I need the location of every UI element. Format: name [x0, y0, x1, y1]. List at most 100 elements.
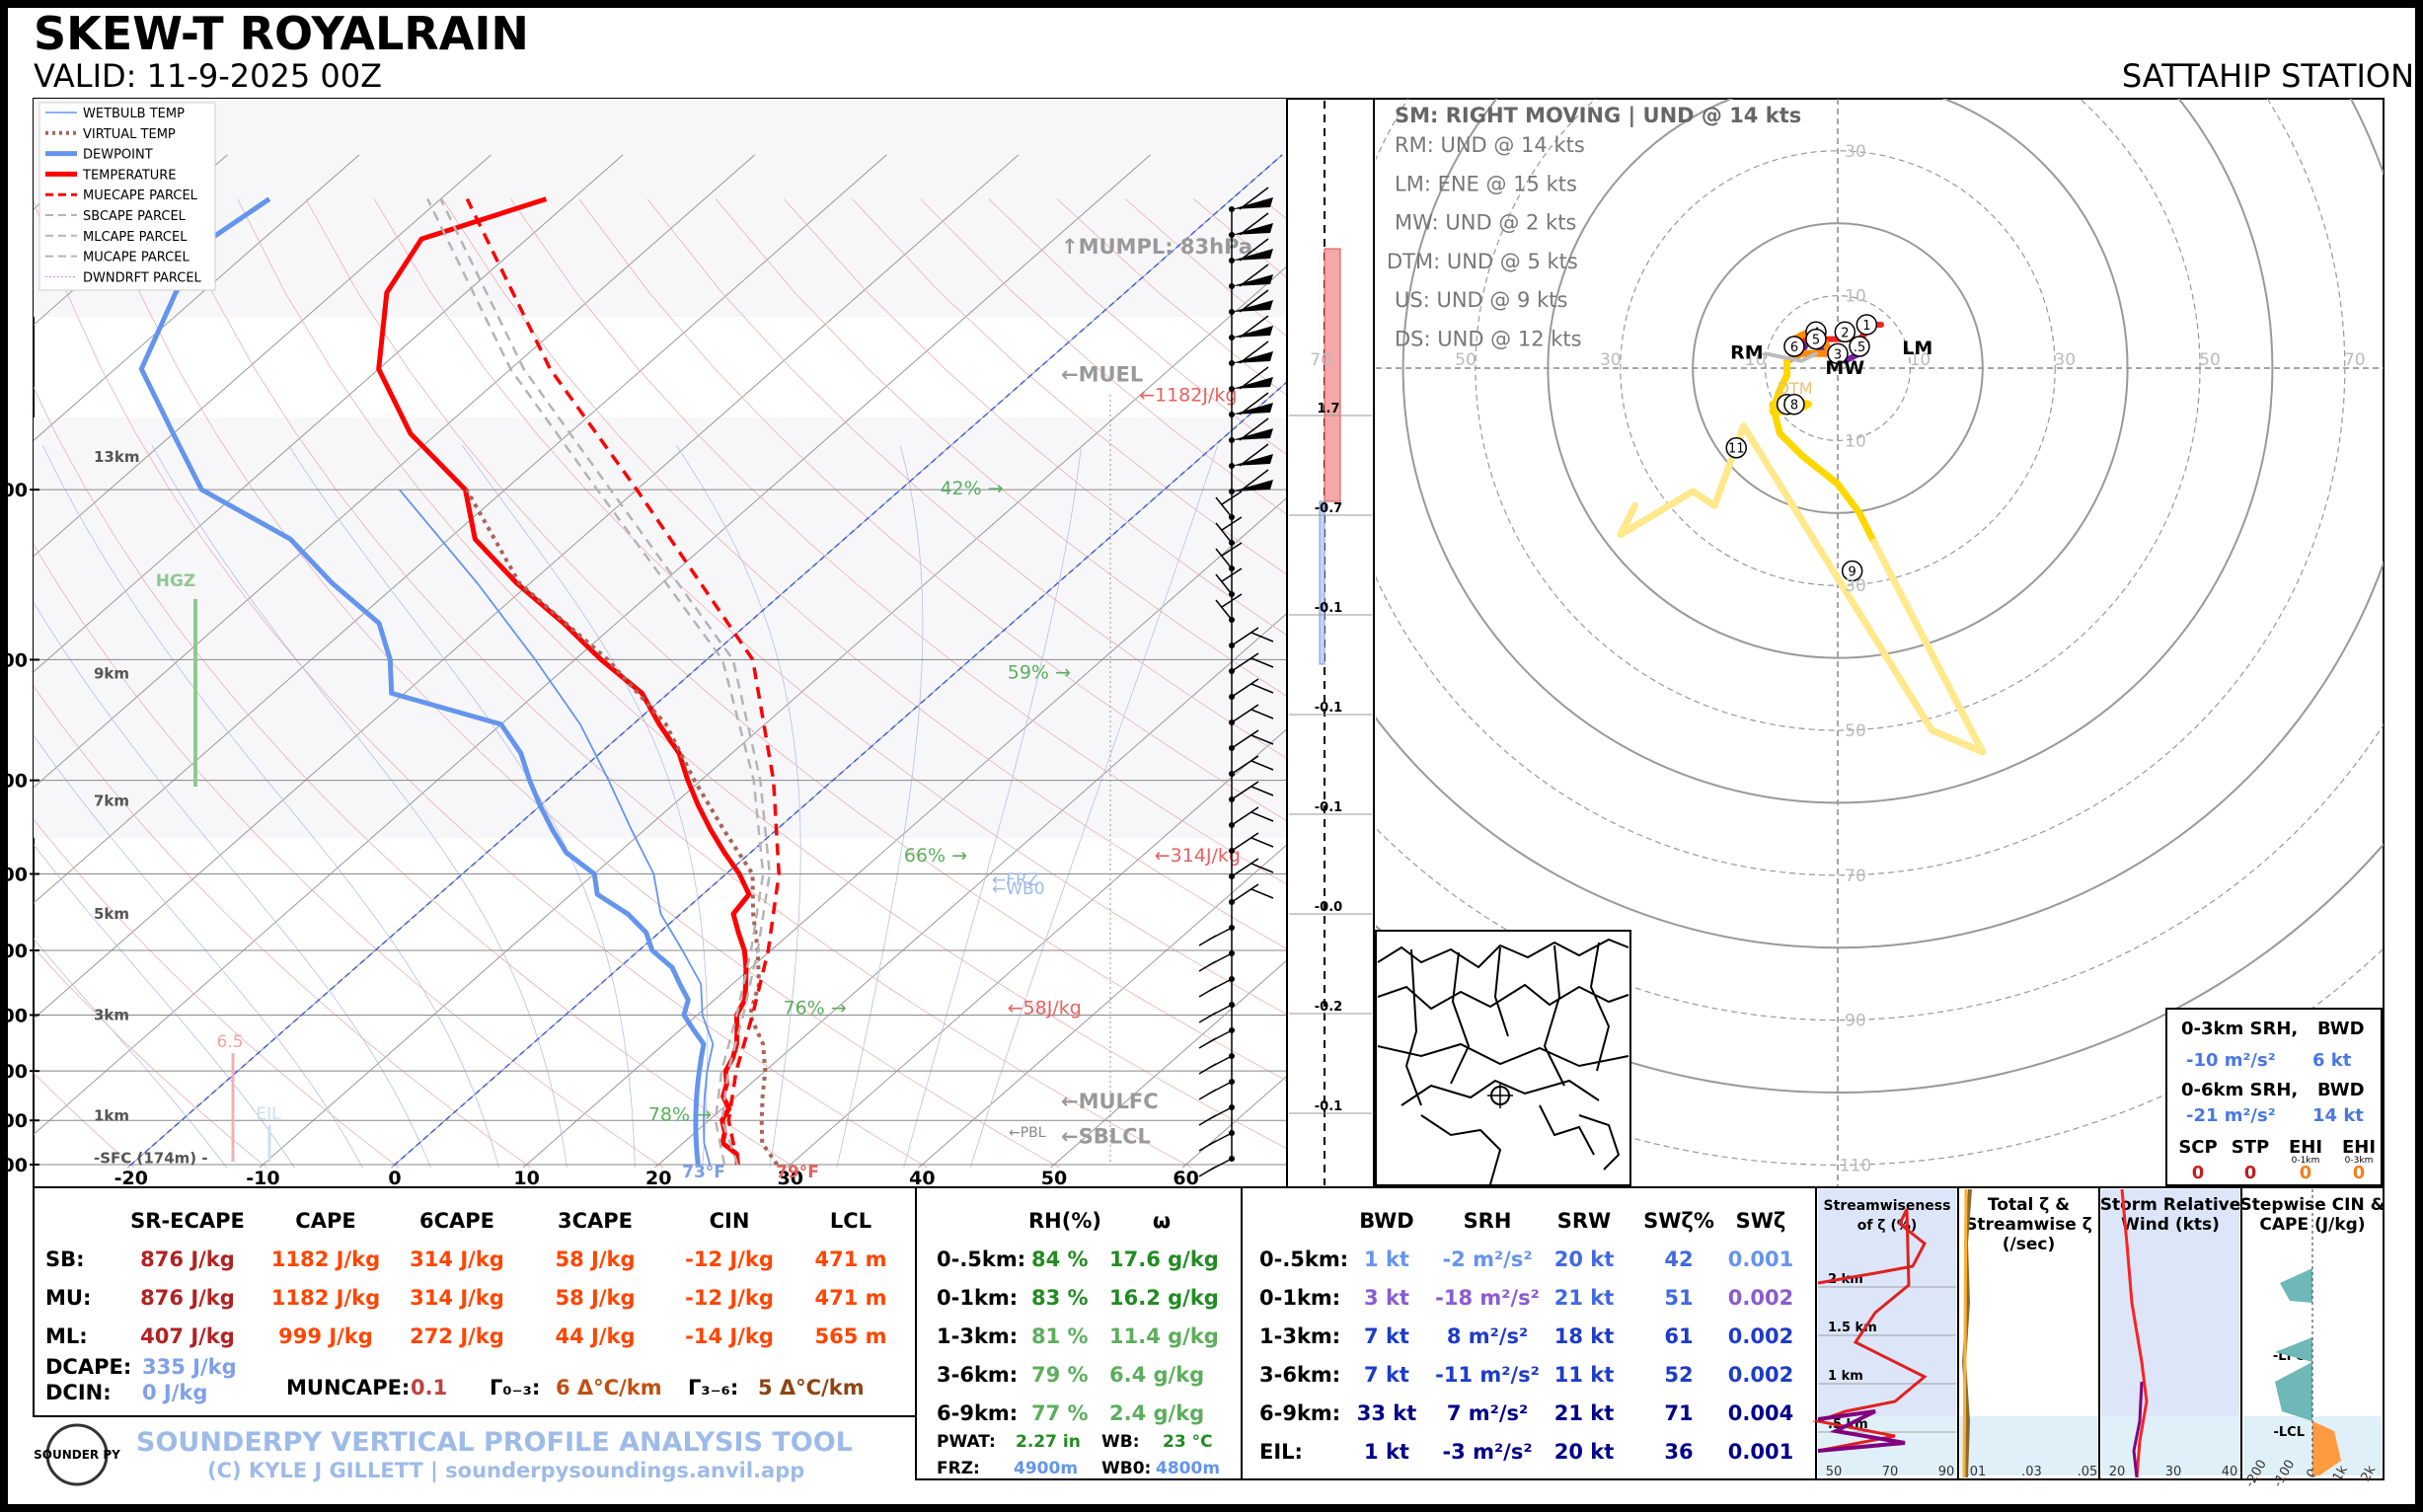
kin-value: 52 [1664, 1363, 1693, 1387]
wb0-level-value: 4800m [1156, 1459, 1220, 1478]
dry-adiabat [373, 198, 1287, 1016]
height-label: 7km [94, 792, 129, 809]
mini-tick: .05 [2078, 1465, 2098, 1479]
mini-panel-title: Wind (kts) [2121, 1215, 2220, 1235]
dry-adiabat [34, 386, 796, 1168]
footer-credit: (C) KYLE J GILLETT | sounderpysoundings.… [207, 1459, 804, 1483]
kin-value: 20 kt [1554, 1440, 1615, 1464]
storm-motion-line: MW: UND @ 2 kts [1395, 211, 1576, 235]
temperature-tick: -10 [246, 1168, 279, 1189]
temperature-tick: 60 [1173, 1168, 1198, 1189]
param-value: 272 J/kg [410, 1324, 504, 1348]
hodo-ring [1764, 295, 1911, 442]
dcape-label: DCAPE: [45, 1355, 131, 1379]
moist-adiabat [462, 445, 709, 1168]
param-header: LCL [830, 1209, 871, 1233]
index-value: 0 [2353, 1163, 2366, 1183]
rm-marker: RM [1730, 341, 1764, 363]
lcl-level: -LCL [2273, 1425, 2305, 1440]
dry-adiabat [34, 685, 532, 1168]
kin-value: 0.001 [1728, 1247, 1793, 1271]
kin-value: 61 [1664, 1324, 1693, 1348]
param-value: -12 J/kg [685, 1247, 774, 1271]
omega-value: -0.1 [1315, 701, 1342, 716]
dry-adiabat [510, 198, 1287, 885]
kin-header: SRH [1464, 1209, 1512, 1233]
kin-header: BWD [1359, 1209, 1413, 1233]
eil-label: EIL [256, 1104, 281, 1124]
rh-value: 84 % [1031, 1247, 1089, 1271]
thermo-params-table: SR-ECAPE CAPE 6CAPE 3CAPE CIN LCL SB: 876 J/kg 1… [33, 1186, 917, 1417]
mini-height-label: 1.5 km [1828, 1321, 1877, 1335]
rh-header: RH(%) [1028, 1209, 1101, 1233]
kin-value: 21 kt [1554, 1401, 1615, 1425]
srh-summary-box: 0-3km SRH, BWD -10 m²/s² 6 kt 0-6km SRH,… [2165, 1008, 2383, 1186]
rh-label: 42% → [940, 478, 1003, 499]
kin-header: SRW [1557, 1209, 1611, 1233]
param-header: 3CAPE [558, 1209, 633, 1233]
wb-label: WB: [1101, 1432, 1140, 1452]
bwd03-value: 6 kt [2312, 1050, 2352, 1071]
kin-value: 7 kt [1364, 1363, 1409, 1387]
temperature-tick: 40 [909, 1168, 935, 1189]
mini-tick: .03 [2021, 1465, 2042, 1479]
moist-adiabat [34, 844, 295, 1168]
storm-motion-line: DS: UND @ 12 kts [1395, 328, 1582, 351]
param-value: 58 J/kg [555, 1286, 635, 1310]
logo-text: SOUNDER PY [34, 1448, 120, 1462]
dry-adiabat [715, 198, 1287, 698]
height-marker [1855, 314, 1878, 336]
moisture-row-label: 1-3km: [937, 1324, 1018, 1348]
axis-label: 30 [2054, 350, 2076, 370]
rh-value: 81 % [1031, 1324, 1089, 1348]
gamma36-label: Γ₃₋₆: [688, 1376, 738, 1399]
srh06-value: -21 m²/s² [2186, 1105, 2276, 1126]
param-value: 471 m [814, 1286, 886, 1310]
kin-row-label: 3-6km: [1259, 1363, 1340, 1387]
moisture-table: RH(%) ω 0-.5km: 84 % 17.6 g/kg 0-1km: 83 % 16.2… [915, 1186, 1243, 1480]
frz-level-value: 4900m [1014, 1459, 1078, 1478]
pbl-label: ←PBL [1009, 1125, 1046, 1141]
station-name: SATTAHIP STATION [2122, 57, 2414, 95]
ring-label: 70 [1845, 867, 1866, 886]
pressure-tick: 600 [0, 941, 28, 962]
height-marker-label: 3 [1834, 347, 1842, 362]
moisture-row-label: 0-.5km: [937, 1247, 1025, 1271]
lm-marker: LM [1902, 338, 1932, 359]
muncape-value: 0.1 [411, 1376, 447, 1399]
height-marker-label: 5 [1812, 334, 1820, 348]
srw-trace [2120, 1188, 2149, 1478]
param-value: -14 J/kg [685, 1324, 774, 1348]
bwd06-value: 14 kt [2312, 1105, 2364, 1126]
storm-motion-title: SM: RIGHT MOVING | UND @ 14 kts [1395, 104, 1801, 128]
sounderpy-logo-icon [45, 1423, 109, 1486]
map-inset [1375, 930, 1631, 1186]
moist-adiabat [836, 445, 924, 1168]
pressure-tick: 500 [0, 864, 28, 885]
height-marker [1834, 321, 1856, 343]
ring-label: 30 [1845, 576, 1866, 596]
storm-motion-line: DTM: UND @ 5 kts [1387, 250, 1578, 273]
height-label: -SFC (174m) - [94, 1150, 208, 1168]
axis-label: 50 [2199, 350, 2221, 370]
bwd06-title: BWD [2317, 1080, 2365, 1100]
isotherm [1049, 959, 1287, 1168]
kin-value: 3 kt [1364, 1286, 1409, 1310]
rh-label: 59% → [1008, 661, 1071, 683]
param-value: 876 J/kg [140, 1286, 235, 1310]
mini-panel-title: Total ζ & [1988, 1195, 2070, 1215]
srw-low-trace [2132, 1381, 2144, 1478]
legend-label: DEWPOINT [83, 148, 153, 163]
index-label: STP [2232, 1137, 2269, 1158]
ring-label: 110 [1840, 1156, 1871, 1175]
cin-bars [2275, 1268, 2312, 1421]
height-marker-label: 2 [1841, 326, 1849, 340]
mini-tick: 30 [2165, 1465, 2182, 1479]
kin-value: -2 m²/s² [1442, 1247, 1532, 1271]
sfc-temp-label: 79°F [776, 1163, 819, 1182]
wb0-level-label: WB0: [1101, 1459, 1151, 1478]
figure-title: SKEW-T ROYALRAIN [34, 7, 529, 60]
wind-barbs [1198, 187, 1274, 1177]
param-header: CIN [710, 1209, 750, 1233]
hodo-trace-9-12km [1617, 422, 1987, 756]
